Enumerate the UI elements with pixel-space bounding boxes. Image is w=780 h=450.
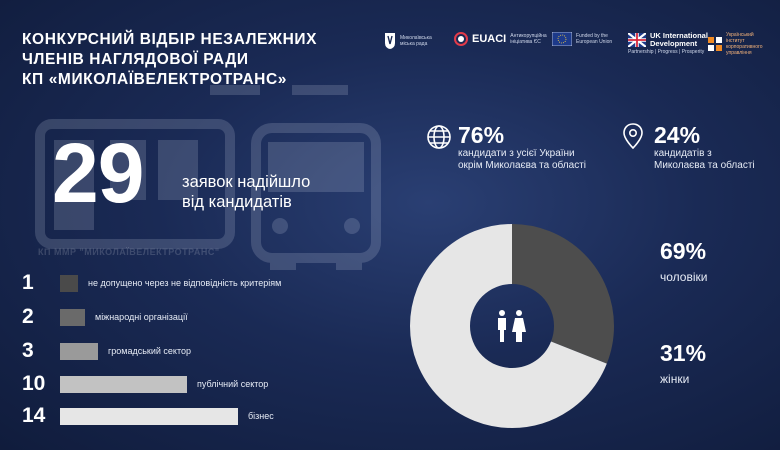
- breakdown-bar: [60, 407, 238, 425]
- breakdown-bar: [60, 308, 85, 326]
- mykolaiv-desc-line-2: Миколаєва та області: [654, 160, 755, 171]
- city-council-name: Миколаївська міська рада: [400, 35, 432, 47]
- breakdown-label: не допущено через не відповідність крите…: [88, 278, 282, 288]
- breakdown-count: 14: [22, 404, 46, 427]
- breakdown-bar: [60, 274, 78, 292]
- institute-logo: Український інститут корпоративного упра…: [708, 32, 772, 56]
- ukraine-percent: 76%: [458, 122, 505, 148]
- breakdown-label: міжнародні організації: [95, 312, 188, 322]
- bus-icon: [35, 85, 381, 270]
- gender-donut-chart: [410, 224, 614, 428]
- uk-development-logo: UK International Development Partnership…: [628, 32, 708, 55]
- total-text-line-1: заявок надійшло: [182, 173, 311, 191]
- title-line-3: КП «МИКОЛАЇВЕЛЕКТРОТРАНС»: [22, 71, 287, 88]
- breakdown-bar: [60, 342, 98, 360]
- men-label: чоловіки: [660, 270, 708, 284]
- location-pin-icon: [623, 123, 643, 150]
- eu-funded-logo: Funded by the European Union: [552, 32, 628, 46]
- uk-subtitle: Partnership | Progress | Prosperity: [628, 49, 705, 55]
- euaci-name: EUACI: [472, 33, 507, 45]
- breakdown-row: 1 не допущено через не відповідність кри…: [22, 271, 282, 294]
- uk-line-1: UK International: [650, 31, 708, 40]
- breakdown-count: 2: [22, 305, 34, 328]
- breakdown-label: публічний сектор: [197, 379, 269, 389]
- donut-segment-men: [410, 224, 614, 428]
- men-stat: 69% чоловіки: [660, 238, 707, 284]
- title-line-1: КОНКУРСНИЙ ВІДБІР НЕЗАЛЕЖНИХ: [22, 31, 318, 48]
- uk-flag-icon: [628, 33, 646, 47]
- breakdown-count: 10: [22, 372, 46, 395]
- men-percent: 69%: [660, 238, 707, 264]
- breakdown-bar: [60, 375, 187, 393]
- breakdown-label: бізнес: [248, 411, 274, 421]
- total-text-line-2: від кандидатів: [182, 193, 292, 211]
- ukraine-desc-line-1: кандидати з усієї України: [458, 148, 575, 159]
- background-caption: КП ММР "МИКОЛАЇВЕЛЕКТРОТРАНС": [38, 247, 220, 257]
- uk-line-2: Development: [650, 39, 698, 48]
- globe-icon: [427, 125, 451, 149]
- coat-of-arms-icon: [385, 33, 395, 49]
- institute-name: Український інститут корпоративного упра…: [726, 32, 763, 56]
- euaci-emblem-icon: [454, 32, 468, 46]
- city-council-logo: Миколаївська міська рада: [384, 32, 440, 50]
- women-label: жінки: [660, 372, 690, 386]
- page-title: КОНКУРСНИЙ ВІДБІР НЕЗАЛЕЖНИХ ЧЛЕНІВ НАГЛ…: [22, 30, 362, 90]
- breakdown-count: 3: [22, 339, 34, 362]
- total-applications-number: 29: [52, 126, 144, 220]
- mykolaiv-desc-line-1: кандидатів з: [654, 148, 712, 159]
- mykolaiv-percent: 24%: [654, 122, 701, 148]
- eu-funded-text: Funded by the European Union: [576, 33, 613, 45]
- women-percent: 31%: [660, 340, 707, 366]
- breakdown-row: 2 міжнародні організації: [22, 305, 188, 328]
- breakdown-row: 14 бізнес: [22, 404, 274, 427]
- institute-emblem-icon: [708, 37, 722, 51]
- people-icon: [498, 310, 526, 342]
- breakdown-count: 1: [22, 271, 34, 294]
- partner-logos: Миколаївська міська рада EUACI Антикоруп…: [384, 32, 774, 56]
- total-applications-text: заявок надійшло від кандидатів: [182, 172, 382, 212]
- title-line-2: ЧЛЕНІВ НАГЛЯДОВОЇ РАДИ: [22, 51, 249, 68]
- breakdown-row: 10 публічний сектор: [22, 372, 269, 395]
- breakdown-row: 3 громадський сектор: [22, 339, 191, 362]
- euaci-logo: EUACI Антикорупційна ініціатива ЄС: [454, 32, 548, 46]
- eu-flag-icon: [552, 32, 572, 46]
- euaci-subtitle: Антикорупційна ініціатива ЄС: [510, 33, 547, 45]
- ukraine-desc-line-2: окрім Миколаєва та області: [458, 160, 587, 171]
- women-stat: 31% жінки: [660, 340, 706, 386]
- breakdown-label: громадський сектор: [108, 346, 191, 356]
